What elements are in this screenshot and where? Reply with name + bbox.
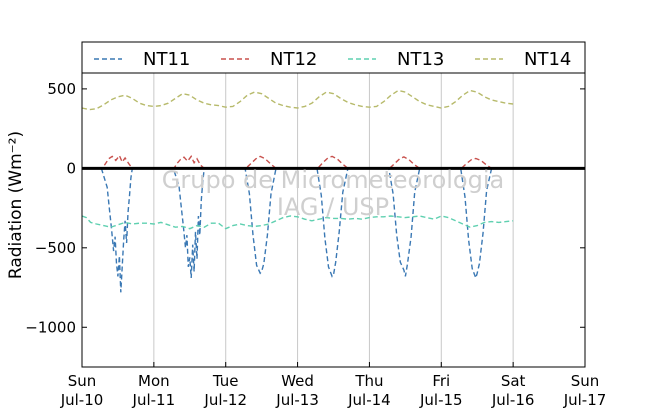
- x-tick-label-date: Jul-11: [132, 391, 176, 409]
- legend-box: [81, 41, 586, 74]
- x-tick-label-day: Tue: [212, 372, 239, 390]
- legend-label-nt12: NT12: [270, 49, 317, 70]
- y-tick-label: 0: [66, 159, 76, 177]
- legend-label-nt13: NT13: [397, 49, 444, 70]
- x-tick-label-day: Fri: [432, 372, 450, 390]
- series-line-nt13: [81, 215, 514, 230]
- x-tick-label-day: Sun: [571, 372, 600, 390]
- x-tick-label-day: Sat: [501, 372, 526, 390]
- x-tick-label-date: Jul-10: [60, 391, 104, 409]
- series-lines: [81, 89, 514, 293]
- legend-label-nt14: NT14: [524, 49, 571, 70]
- x-tick-label-date: Jul-15: [419, 391, 463, 409]
- watermark: Grupo de Micrometeorologia IAG / USP: [162, 166, 504, 221]
- x-tick-label-day: Thu: [354, 372, 383, 390]
- watermark-line-1: Grupo de Micrometeorologia: [162, 166, 504, 194]
- series-line-nt14: [81, 89, 514, 111]
- x-axis: SunJul-10MonJul-11TueJul-12WedJul-13ThuJ…: [60, 362, 607, 409]
- x-tick-label-day: Mon: [138, 372, 170, 390]
- y-axis-label: Radiation (Wm⁻²): [6, 131, 26, 279]
- y-tick-label: 500: [47, 80, 76, 98]
- x-tick-label-date: Jul-12: [203, 391, 247, 409]
- vertical-grid: [153, 73, 514, 367]
- x-tick-label-date: Jul-17: [563, 391, 607, 409]
- series-line-nt12: [82, 154, 514, 170]
- y-axis: 500 0 −500 −1000: [25, 80, 585, 336]
- watermark-line-2: IAG / USP: [277, 193, 389, 221]
- legend-label-nt11: NT11: [143, 49, 190, 70]
- y-tick-label: −1000: [25, 318, 76, 336]
- legend: NT11 NT12 NT13 NT14: [81, 41, 586, 74]
- x-tick-label-date: Jul-14: [347, 391, 391, 409]
- x-tick-label-date: Jul-16: [491, 391, 535, 409]
- x-tick-label-date: Jul-13: [275, 391, 319, 409]
- series-line-nt11: [100, 167, 493, 293]
- y-tick-label: −500: [35, 239, 76, 257]
- x-tick-label-day: Wed: [281, 372, 314, 390]
- x-tick-label-day: Sun: [68, 372, 97, 390]
